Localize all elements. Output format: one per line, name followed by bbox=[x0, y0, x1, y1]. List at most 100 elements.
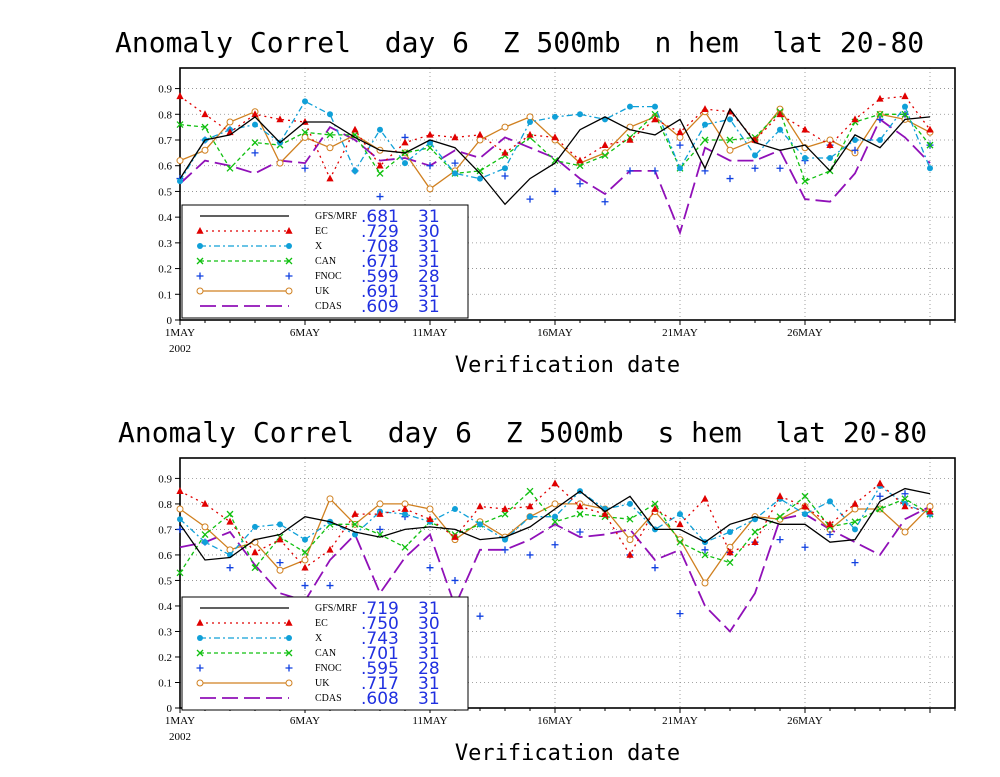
chart-0-data-point bbox=[852, 137, 858, 143]
chart-0-data-point bbox=[776, 110, 784, 118]
chart-0-legend-mean: .599 bbox=[361, 267, 399, 287]
chart-0-data-point bbox=[851, 146, 859, 154]
chart-1-data-point bbox=[801, 492, 809, 500]
chart-1-data-point bbox=[226, 517, 234, 525]
chart-1-data-point bbox=[551, 500, 559, 508]
chart-1-legend-name: X bbox=[315, 633, 323, 644]
chart-1-xtick-sublabel: 2002 bbox=[169, 731, 191, 743]
chart-1-data-point bbox=[626, 515, 634, 523]
chart-1-legend-name: FNOC bbox=[315, 663, 342, 674]
chart-1-data-point bbox=[626, 550, 634, 558]
chart-1-data-point bbox=[901, 490, 909, 498]
chart-0-legend-count: 28 bbox=[418, 267, 440, 287]
chart-1-data-point bbox=[526, 502, 534, 510]
chart-0-data-point bbox=[201, 146, 209, 154]
chart-1-legend-mean: .608 bbox=[361, 689, 399, 709]
chart-1-data-point bbox=[501, 505, 509, 512]
chart-0-xtick-label: 26MAY bbox=[787, 327, 823, 339]
chart-1-data-point bbox=[701, 546, 709, 554]
chart-1-data-point bbox=[177, 516, 183, 523]
chart-0-legend-marker bbox=[196, 257, 204, 265]
chart-1-series-line bbox=[179, 487, 931, 561]
chart-0-data-point bbox=[551, 187, 559, 195]
chart-0-data-point bbox=[451, 133, 459, 141]
chart-1-data-point bbox=[501, 546, 509, 554]
chart-1-data-point bbox=[626, 536, 634, 544]
chart-0-data-point bbox=[601, 141, 609, 148]
chart-0-data-point bbox=[702, 121, 708, 128]
chart-0-data-point bbox=[876, 110, 884, 118]
chart-1-data-point bbox=[651, 564, 659, 572]
chart-1-data-point bbox=[676, 610, 684, 618]
chart-1-data-point bbox=[402, 511, 408, 518]
chart-1-legend-name: CDAS bbox=[315, 693, 342, 704]
chart-1-data-point bbox=[726, 548, 734, 556]
chart-1-data-point bbox=[451, 576, 459, 584]
chart-0-data-point bbox=[652, 103, 658, 110]
chart-0-xtick-label: 21MAY bbox=[662, 327, 698, 339]
chart-1-data-point bbox=[426, 564, 434, 572]
chart-1-data-point bbox=[352, 531, 358, 538]
chart-1-data-point bbox=[451, 533, 459, 540]
chart-0-data-point bbox=[651, 115, 659, 123]
chart-1-legend-marker bbox=[285, 619, 293, 626]
chart-0-data-point bbox=[477, 175, 483, 182]
chart-1-data-point bbox=[301, 556, 309, 564]
chart-0-data-point bbox=[927, 165, 933, 172]
chart-1-data-point bbox=[176, 569, 184, 577]
chart-0-xtick-sublabel: 2002 bbox=[169, 343, 191, 355]
chart-1-data-point bbox=[701, 551, 709, 559]
chart-1-legend-mean: .717 bbox=[361, 674, 399, 694]
chart-0-data-point bbox=[301, 133, 309, 141]
chart-0-data-point bbox=[527, 119, 533, 125]
chart-1-data-point bbox=[252, 523, 258, 530]
chart-0-data-point bbox=[826, 141, 834, 148]
chart-0-data-point bbox=[326, 131, 334, 139]
chart-1-data-point bbox=[901, 528, 909, 536]
chart-1-legend-mean: .743 bbox=[361, 629, 399, 649]
chart-1-data-point bbox=[651, 500, 659, 508]
chart-1-legend: GFS/MRF .719 31 EC .750 30 X .743 31 CAN .701 31 FNO… bbox=[181, 596, 469, 711]
chart-1-ytick-label: 0.7 bbox=[158, 524, 172, 536]
chart-1-data-point bbox=[351, 510, 359, 517]
chart-1-legend-count: 31 bbox=[418, 599, 440, 619]
chart-1-legend-mean: .595 bbox=[361, 659, 399, 679]
chart-0-data-point bbox=[251, 139, 259, 147]
chart-0-legend-mean: .609 bbox=[361, 297, 399, 317]
chart-0-data-point bbox=[551, 133, 559, 141]
chart-0-data-point bbox=[601, 151, 609, 159]
chart-0-data-point bbox=[626, 167, 634, 175]
chart-1-data-point bbox=[276, 566, 284, 574]
chart-0-data-point bbox=[526, 195, 534, 203]
chart-1-data-point bbox=[926, 507, 934, 515]
chart-0-data-point bbox=[902, 103, 908, 110]
chart-1-ytick-label: 0.1 bbox=[158, 677, 172, 689]
chart-0-ytick-label: 0.1 bbox=[158, 289, 172, 301]
chart-1-data-point bbox=[551, 518, 559, 526]
chart-1-data-point bbox=[901, 502, 909, 510]
chart-0-xtick-label: 16MAY bbox=[537, 327, 573, 339]
chart-0-data-point bbox=[402, 160, 408, 167]
chart-1-data-point bbox=[576, 528, 584, 536]
chart-1-data-point bbox=[726, 559, 734, 567]
chart-1-legend-marker bbox=[196, 619, 204, 626]
chart-1-data-point bbox=[201, 531, 209, 538]
chart-0-legend-count: 31 bbox=[418, 282, 440, 302]
chart-1-data-point bbox=[326, 495, 334, 503]
chart-1-ytick-label: 0.9 bbox=[158, 473, 172, 485]
chart-1-data-point bbox=[502, 536, 508, 543]
chart-1-ytick-label: 0 bbox=[167, 703, 173, 715]
chart-1-data-point bbox=[526, 487, 534, 495]
chart-1-data-point bbox=[376, 500, 384, 508]
chart-1-data-point bbox=[302, 536, 308, 543]
chart-1-legend-count: 31 bbox=[418, 674, 440, 694]
chart-0-data-point bbox=[577, 111, 583, 118]
chart-0-data-point bbox=[201, 123, 209, 131]
chart-0-data-point bbox=[526, 130, 534, 138]
chart-1-data-point bbox=[201, 523, 209, 531]
chart-0-data-point bbox=[801, 177, 809, 185]
chart-0-data-point bbox=[876, 115, 884, 123]
chart-0-legend-name: EC bbox=[315, 226, 328, 237]
chart-1-legend-count: 31 bbox=[418, 629, 440, 649]
